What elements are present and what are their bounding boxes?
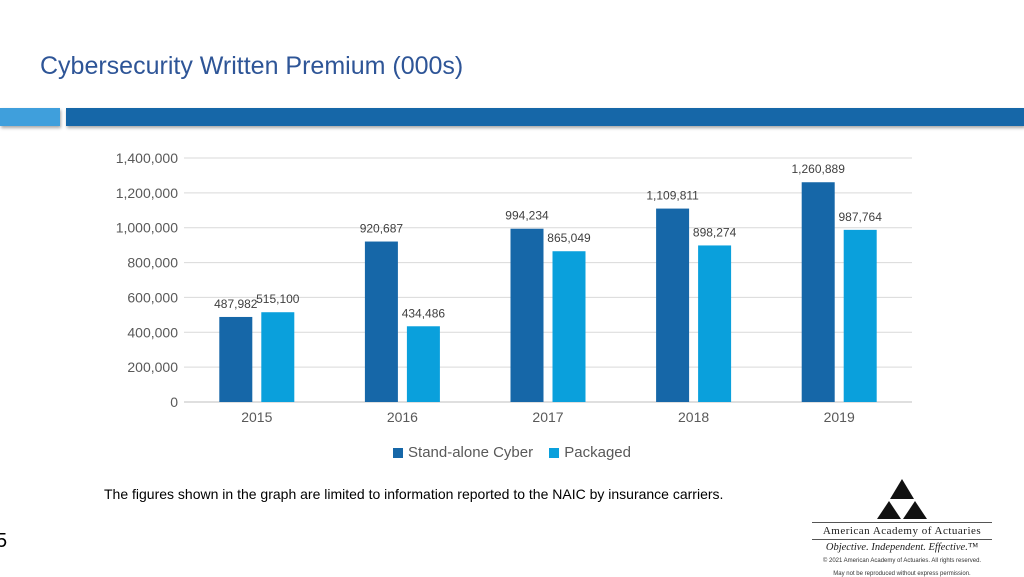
x-tick-label: 2015 [241, 409, 272, 425]
data-label-stand-alone: 920,687 [360, 222, 404, 236]
y-tick-label: 0 [170, 394, 178, 410]
data-label-stand-alone: 994,234 [505, 209, 549, 223]
y-tick-label: 800,000 [127, 255, 178, 271]
logo-copyright: © 2021 American Academy of Actuaries. Al… [822, 558, 982, 564]
bar-stand-alone [219, 316, 253, 402]
legend-swatch-packaged [549, 447, 560, 458]
logo-name: American Academy of Actuaries [812, 522, 992, 540]
data-label-packaged: 434,486 [402, 306, 446, 320]
data-label-packaged: 865,049 [547, 231, 591, 245]
bar-stand-alone [510, 228, 544, 402]
data-label-packaged: 987,764 [839, 210, 883, 224]
chart-legend: Stand-alone Cyber Packaged [0, 444, 1024, 462]
logo-rights: May not be reproduced without express pe… [833, 571, 971, 577]
bar-packaged [698, 245, 732, 402]
y-tick-label: 1,400,000 [116, 150, 178, 166]
bar-packaged [552, 251, 586, 402]
header-band [66, 108, 1024, 126]
bar-stand-alone [656, 208, 690, 402]
x-tick-label: 2016 [387, 409, 418, 425]
chart-footnote: The figures shown in the graph are limit… [104, 486, 724, 502]
triangle-logo-icon [877, 479, 927, 519]
x-tick-label: 2019 [824, 409, 855, 425]
bar-packaged [843, 229, 877, 402]
y-tick-label: 200,000 [127, 359, 178, 375]
legend-label-stand-alone: Stand-alone Cyber [408, 444, 534, 461]
data-label-packaged: 898,274 [693, 225, 737, 239]
data-label-stand-alone: 487,982 [214, 297, 258, 311]
academy-logo: American Academy of Actuaries Objective.… [812, 476, 992, 577]
header-band-accent [0, 108, 60, 126]
legend-item-packaged: Packaged [549, 444, 631, 461]
logo-tagline: Objective. Independent. Effective.™ [825, 542, 979, 553]
bar-stand-alone [801, 182, 835, 402]
y-tick-label: 1,000,000 [116, 220, 178, 236]
y-tick-label: 600,000 [127, 289, 178, 305]
bar-packaged [406, 326, 440, 402]
legend-label-packaged: Packaged [564, 444, 631, 461]
y-tick-label: 1,200,000 [116, 185, 178, 201]
slide-title: Cybersecurity Written Premium (000s) [40, 52, 464, 80]
slide-number: 5 [0, 530, 8, 552]
bar-packaged [261, 312, 295, 402]
x-tick-label: 2018 [678, 409, 709, 425]
bar-stand-alone [364, 241, 398, 402]
data-label-stand-alone: 1,260,889 [792, 162, 846, 176]
legend-item-stand-alone: Stand-alone Cyber [393, 444, 533, 461]
y-tick-label: 400,000 [127, 324, 178, 340]
data-label-stand-alone: 1,109,811 [646, 189, 699, 203]
data-label-packaged: 515,100 [256, 292, 300, 306]
x-tick-label: 2017 [532, 409, 563, 425]
legend-swatch-stand-alone [393, 447, 404, 458]
